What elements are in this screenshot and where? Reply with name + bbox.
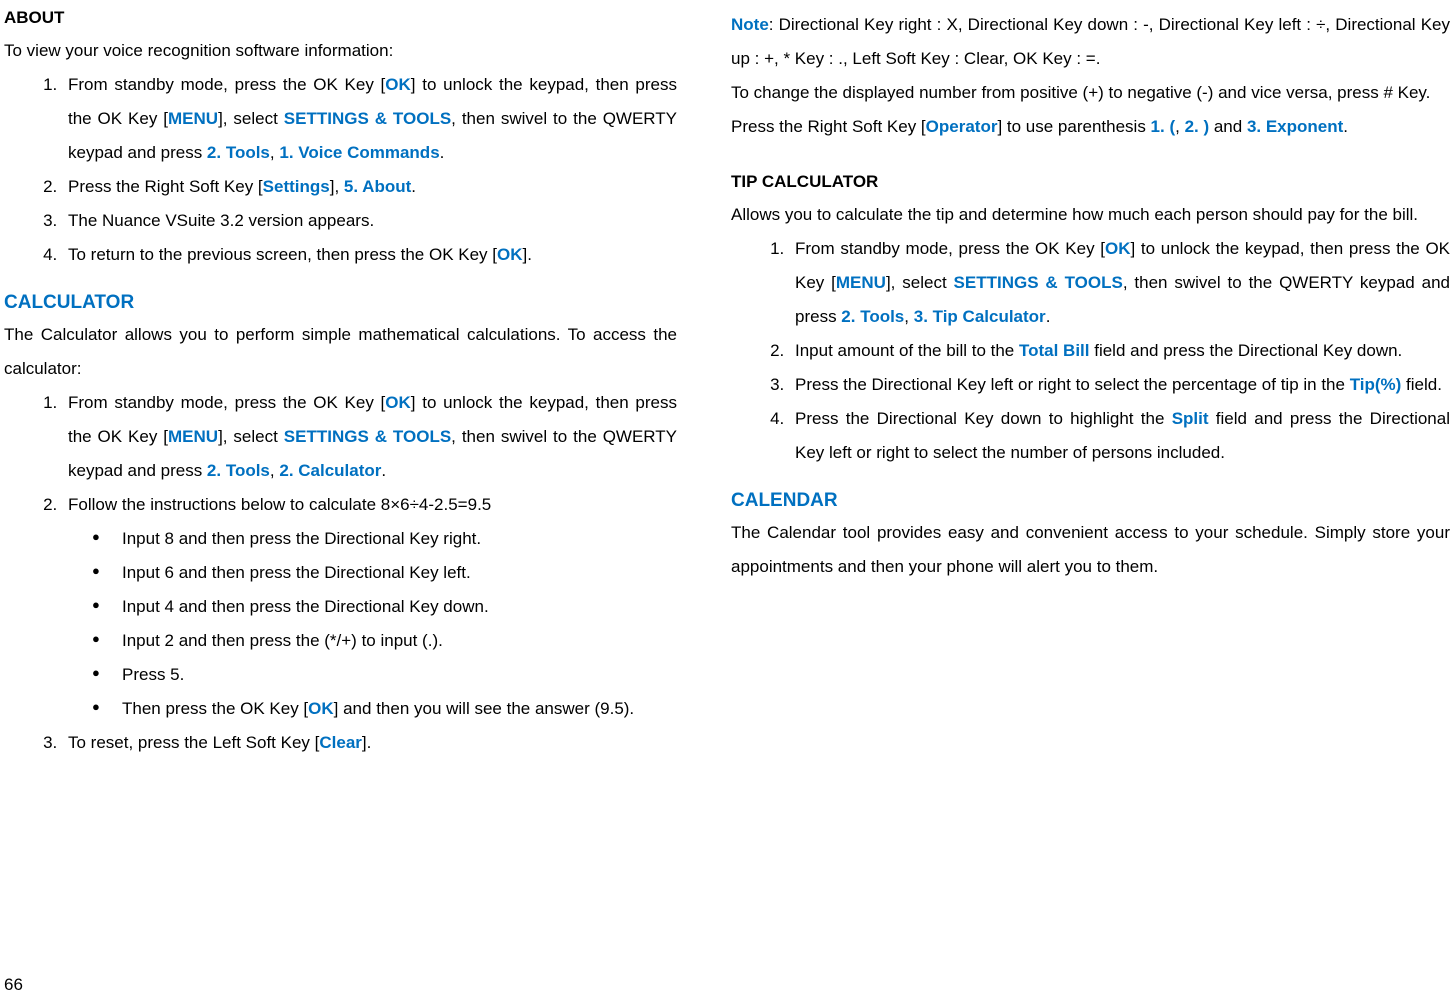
calculator-intro: The Calculator allows you to perform sim… <box>4 318 677 386</box>
calendar-paragraph: The Calendar tool provides easy and conv… <box>731 516 1450 584</box>
note-paragraph-3: Press the Right Soft Key [Operator] to u… <box>731 110 1450 144</box>
calc-step-3: To reset, press the Left Soft Key [Clear… <box>62 726 677 760</box>
calc-bullet-4: Input 2 and then press the (*/+) to inpu… <box>92 624 677 658</box>
calendar-heading: CALENDAR <box>731 490 1450 512</box>
tip-step-1: From standby mode, press the OK Key [OK]… <box>789 232 1450 334</box>
about-step-1: From standby mode, press the OK Key [OK]… <box>62 68 677 170</box>
page-number: 66 <box>4 975 23 995</box>
about-step-4: To return to the previous screen, then p… <box>62 238 677 272</box>
left-column: ABOUT To view your voice recognition sof… <box>0 8 727 1003</box>
calc-bullet-1: Input 8 and then press the Directional K… <box>92 522 677 556</box>
calc-bullet-3: Input 4 and then press the Directional K… <box>92 590 677 624</box>
about-heading: ABOUT <box>4 8 677 28</box>
calc-step-2: Follow the instructions below to calcula… <box>62 488 677 522</box>
note-paragraph-2: To change the displayed number from posi… <box>731 76 1450 110</box>
tip-step-4: Press the Directional Key down to highli… <box>789 402 1450 470</box>
right-column: Note: Directional Key right : X, Directi… <box>727 8 1454 1003</box>
about-steps: From standby mode, press the OK Key [OK]… <box>4 68 677 272</box>
tip-step-3: Press the Directional Key left or right … <box>789 368 1450 402</box>
about-intro: To view your voice recognition software … <box>4 34 677 68</box>
tip-calculator-heading: TIP CALCULATOR <box>731 172 1450 192</box>
tip-steps: From standby mode, press the OK Key [OK]… <box>731 232 1450 470</box>
calculator-heading: CALCULATOR <box>4 292 677 314</box>
calc-bullet-6: Then press the OK Key [OK] and then you … <box>92 692 677 726</box>
calc-bullet-5: Press 5. <box>92 658 677 692</box>
about-step-3: The Nuance VSuite 3.2 version appears. <box>62 204 677 238</box>
about-step-2: Press the Right Soft Key [Settings], 5. … <box>62 170 677 204</box>
note-paragraph: Note: Directional Key right : X, Directi… <box>731 8 1450 76</box>
calc-bullet-2: Input 6 and then press the Directional K… <box>92 556 677 590</box>
calculator-steps: From standby mode, press the OK Key [OK]… <box>4 386 677 760</box>
calc-bullets: Input 8 and then press the Directional K… <box>62 522 677 726</box>
calc-step-1: From standby mode, press the OK Key [OK]… <box>62 386 677 488</box>
tip-intro: Allows you to calculate the tip and dete… <box>731 198 1450 232</box>
tip-step-2: Input amount of the bill to the Total Bi… <box>789 334 1450 368</box>
